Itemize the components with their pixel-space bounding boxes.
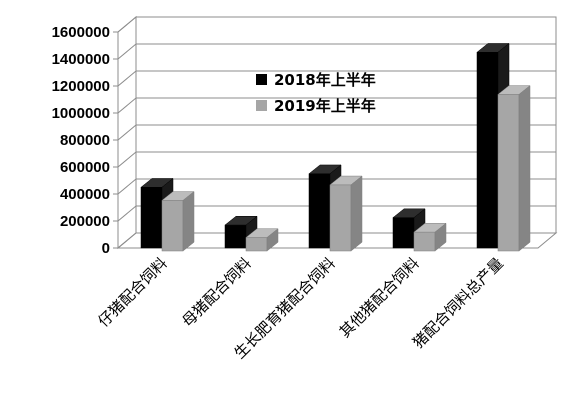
bar xyxy=(329,175,363,252)
bar-front-face xyxy=(140,187,163,249)
gridline xyxy=(117,178,556,195)
bar-front-face xyxy=(329,184,352,252)
y-tick-label: 800000 xyxy=(60,132,110,149)
bars xyxy=(140,42,531,252)
y-tick-label: 1200000 xyxy=(52,78,110,95)
legend-item: 2019年上半年 xyxy=(256,97,376,115)
gridline xyxy=(117,205,556,222)
bar-front-face xyxy=(245,237,268,252)
y-axis-tick-labels: 0 200000 400000 600000 800000 1000000 1200000 1… xyxy=(52,24,110,257)
legend-swatch xyxy=(256,100,267,111)
bar xyxy=(161,191,195,252)
bar-front-face xyxy=(497,94,520,252)
gridline xyxy=(117,97,556,114)
gridline xyxy=(117,43,556,60)
legend-label: 2019年上半年 xyxy=(274,97,376,115)
bar xyxy=(413,222,447,252)
bar-side-face xyxy=(350,175,363,252)
y-tick-label: 1400000 xyxy=(52,51,110,68)
gridline xyxy=(117,124,556,141)
legend-swatch xyxy=(256,74,267,85)
bar xyxy=(497,85,531,252)
legend-label: 2018年上半年 xyxy=(274,71,376,89)
gridline xyxy=(117,151,556,168)
bar-front-face xyxy=(224,224,247,249)
y-tick-label: 1000000 xyxy=(52,105,110,122)
bar-side-face xyxy=(182,191,195,252)
legend-item: 2018年上半年 xyxy=(256,71,376,89)
x-category-label: 母猪配合饲料 xyxy=(178,254,254,330)
x-category-label: 仔猪配合饲料 xyxy=(94,254,170,330)
bar-front-face xyxy=(308,173,331,249)
bar-front-face xyxy=(161,200,184,252)
legend: 2018年上半年 2019年上半年 xyxy=(256,71,376,115)
x-category-label: 其他猪配合饲料 xyxy=(336,254,423,341)
bar-side-face xyxy=(518,85,531,252)
gridlines xyxy=(113,16,556,249)
x-category-label: 猪配合饲料总产量 xyxy=(409,254,507,352)
bar-side-face xyxy=(266,228,279,252)
gridline xyxy=(117,16,556,33)
gridline xyxy=(117,70,556,87)
bar-side-face xyxy=(434,222,447,252)
y-tick-label: 200000 xyxy=(60,213,110,230)
bar-front-face xyxy=(392,217,415,249)
y-tick-label: 0 xyxy=(102,240,110,257)
bar-front-face xyxy=(476,52,499,249)
y-tick-label: 600000 xyxy=(60,159,110,176)
y-tick-label: 1600000 xyxy=(52,24,110,41)
y-tick-label: 400000 xyxy=(60,186,110,203)
bar-front-face xyxy=(413,231,436,252)
bar xyxy=(245,228,279,252)
